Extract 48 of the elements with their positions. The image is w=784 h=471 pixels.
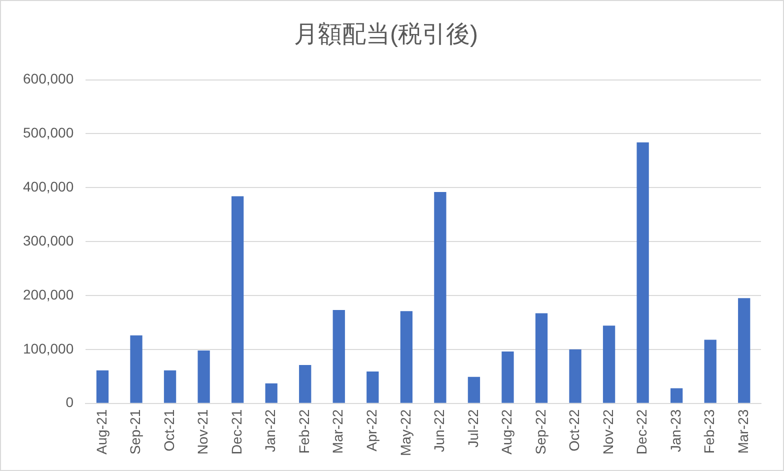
y-tick-label: 200,000 — [22, 286, 74, 302]
bar — [400, 311, 412, 403]
x-tick-label: Nov-22 — [600, 409, 616, 454]
bar — [299, 365, 312, 403]
x-tick-label: Aug-21 — [93, 409, 110, 454]
bar — [704, 340, 716, 403]
y-tick-label: 500,000 — [22, 124, 74, 141]
bar — [569, 349, 582, 403]
x-tick-label: May-22 — [397, 409, 414, 456]
bar — [130, 335, 142, 403]
chart-title: 月額配当(税引後) — [294, 21, 478, 48]
bar — [198, 350, 210, 403]
x-tick-label: Dec-21 — [228, 409, 244, 454]
bar — [535, 313, 548, 403]
x-tick-label: Oct-21 — [160, 409, 177, 452]
x-tick-label: Jun-22 — [431, 409, 448, 452]
y-tick-label: 400,000 — [22, 178, 74, 194]
x-tick-label: Mar-22 — [330, 409, 346, 454]
bar — [670, 388, 683, 403]
x-tick-label: Oct-22 — [566, 409, 582, 452]
bar — [332, 310, 345, 403]
x-tick-label: Jul-22 — [464, 409, 481, 448]
x-tick-label: Mar-23 — [734, 409, 751, 454]
bar — [636, 142, 649, 403]
x-tick-label: Jan-23 — [667, 409, 684, 452]
bar — [164, 370, 176, 403]
bar — [96, 370, 109, 403]
bar — [366, 372, 379, 403]
y-tick-label: 0 — [66, 394, 74, 410]
bar — [738, 298, 750, 403]
bar — [231, 196, 244, 403]
x-tick-label: Sep-22 — [532, 409, 548, 454]
y-tick-label: 300,000 — [22, 232, 74, 248]
x-tick-label: Aug-22 — [498, 409, 515, 454]
bar — [602, 326, 616, 403]
bar — [502, 352, 514, 403]
bar — [468, 376, 480, 403]
y-tick-label: 100,000 — [22, 340, 74, 356]
y-tick-label: 600,000 — [22, 70, 74, 87]
x-tick-label: Dec-22 — [634, 409, 650, 454]
x-tick-label: Feb-23 — [701, 409, 718, 454]
x-tick-label: Sep-21 — [127, 409, 144, 454]
x-tick-label: Jan-22 — [262, 409, 278, 452]
bar — [434, 192, 446, 403]
x-tick-label: Apr-22 — [364, 409, 380, 452]
bar — [265, 383, 278, 403]
x-tick-label: Feb-22 — [296, 409, 312, 454]
x-tick-label: Nov-21 — [194, 409, 211, 454]
